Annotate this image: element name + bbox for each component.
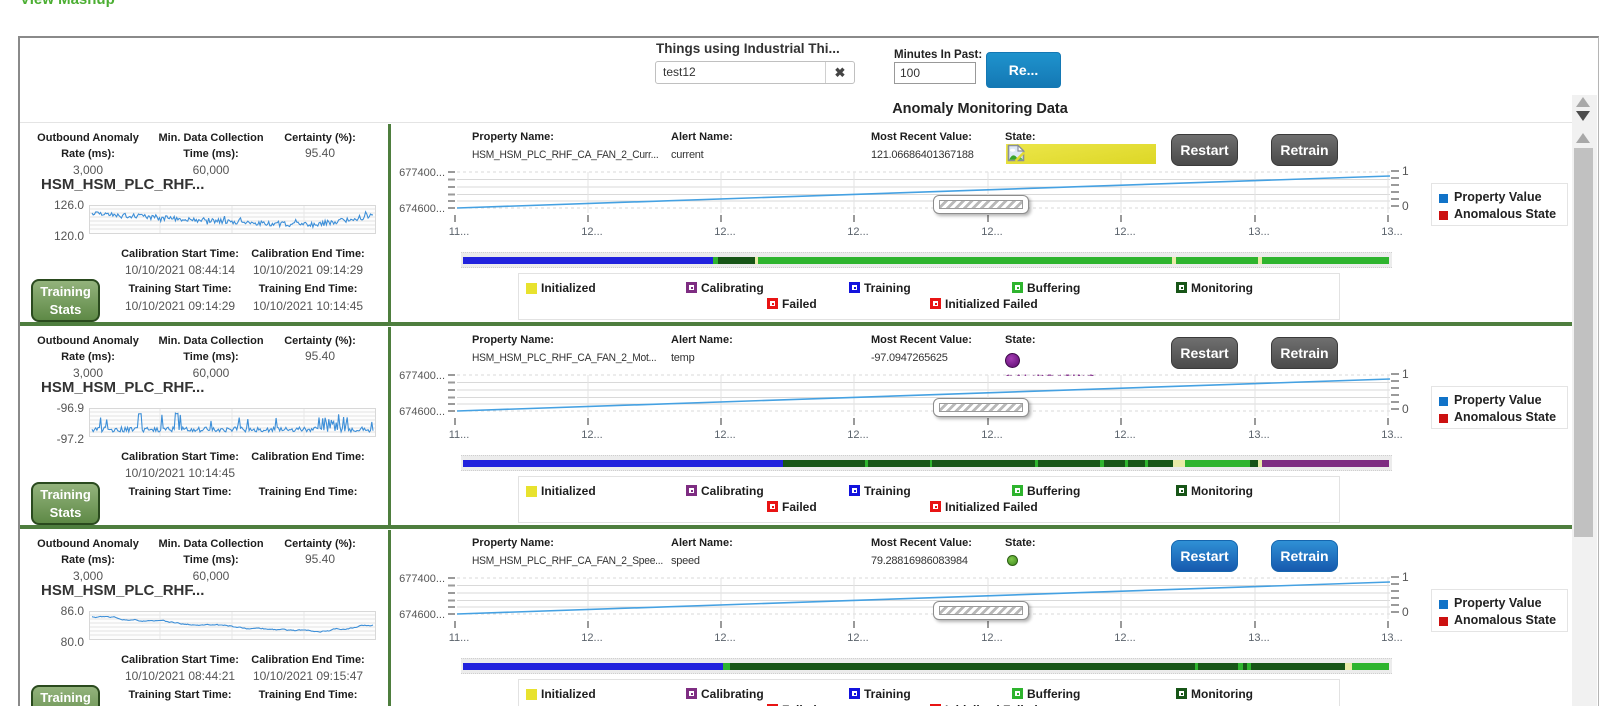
svg-text:12...: 12... xyxy=(581,226,602,238)
svg-text:13...: 13... xyxy=(1381,429,1402,441)
svg-text:12...: 12... xyxy=(714,226,735,238)
svg-text:674600...: 674600... xyxy=(399,609,445,621)
svg-text:11...: 11... xyxy=(449,632,470,644)
svg-text:12...: 12... xyxy=(1114,429,1135,441)
svg-text:677400...: 677400... xyxy=(399,573,445,585)
svg-text:0: 0 xyxy=(1402,605,1409,619)
svg-text:12...: 12... xyxy=(981,632,1002,644)
svg-text:1: 1 xyxy=(1402,367,1409,381)
svg-text:12...: 12... xyxy=(981,226,1002,238)
svg-text:1: 1 xyxy=(1402,164,1409,178)
svg-text:12...: 12... xyxy=(714,429,735,441)
svg-text:12...: 12... xyxy=(581,632,602,644)
svg-text:674600...: 674600... xyxy=(399,203,445,215)
svg-text:677400...: 677400... xyxy=(399,370,445,382)
svg-text:12...: 12... xyxy=(581,429,602,441)
svg-text:13...: 13... xyxy=(1248,632,1269,644)
svg-text:677400...: 677400... xyxy=(399,167,445,179)
svg-text:12...: 12... xyxy=(1114,226,1135,238)
svg-text:12...: 12... xyxy=(847,226,868,238)
svg-text:12...: 12... xyxy=(1114,632,1135,644)
svg-text:13...: 13... xyxy=(1381,632,1402,644)
svg-text:13...: 13... xyxy=(1381,226,1402,238)
svg-text:11...: 11... xyxy=(449,429,470,441)
svg-text:13...: 13... xyxy=(1248,226,1269,238)
svg-text:11...: 11... xyxy=(449,226,470,238)
svg-text:0: 0 xyxy=(1402,402,1409,416)
svg-text:12...: 12... xyxy=(714,632,735,644)
svg-text:0: 0 xyxy=(1402,199,1409,213)
svg-text:674600...: 674600... xyxy=(399,406,445,418)
svg-text:12...: 12... xyxy=(847,632,868,644)
svg-text:12...: 12... xyxy=(847,429,868,441)
svg-text:13...: 13... xyxy=(1248,429,1269,441)
svg-text:12...: 12... xyxy=(981,429,1002,441)
svg-text:1: 1 xyxy=(1402,570,1409,584)
